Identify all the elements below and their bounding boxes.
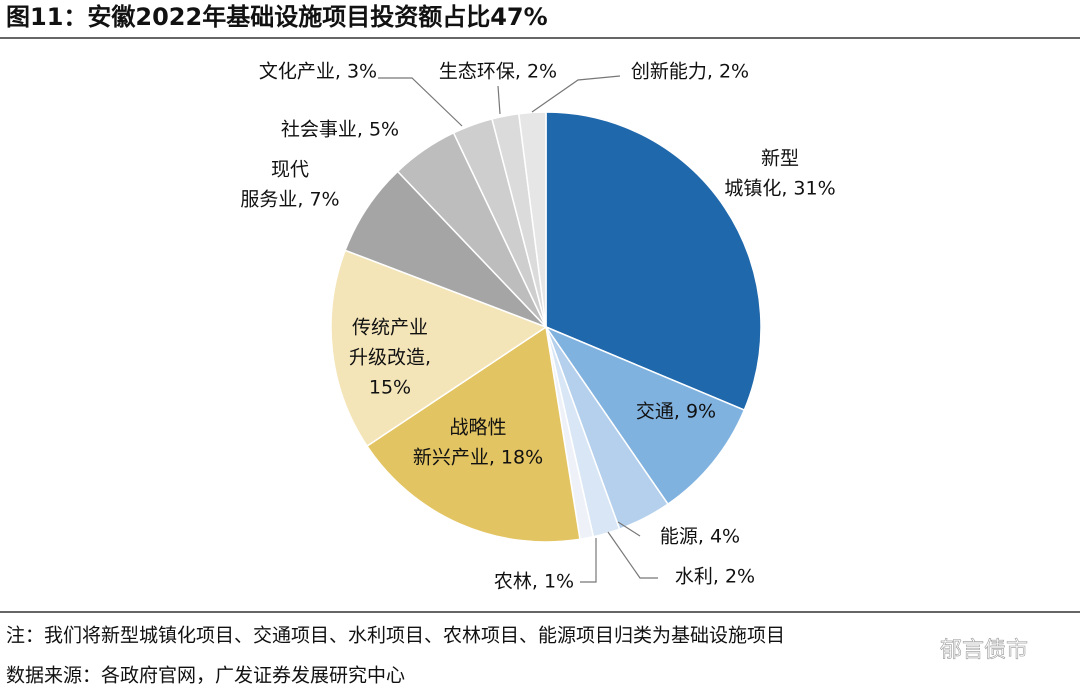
chart-title: 图11：安徽2022年基础设施项目投资额占比47% bbox=[6, 3, 548, 31]
slice-label: 战略性 bbox=[449, 417, 506, 439]
slice-label: 生态环保, 2% bbox=[439, 61, 557, 83]
watermark: 郁言债市 bbox=[940, 638, 1028, 663]
slice-label: 现代 bbox=[271, 159, 309, 181]
slice-label: 新兴产业, 18% bbox=[413, 447, 543, 469]
slice-label: 服务业, 7% bbox=[240, 189, 339, 211]
pie-slice bbox=[330, 249, 548, 448]
slice-label: 新型 bbox=[761, 148, 799, 170]
slice-label: 文化产业, 3% bbox=[259, 61, 377, 83]
leader-line bbox=[607, 531, 658, 579]
pie-slice bbox=[365, 325, 581, 543]
slice-label: 能源, 4% bbox=[660, 526, 740, 548]
leader-line bbox=[580, 538, 597, 583]
source: 数据来源：各政府官网，广发证券发展研究中心 bbox=[6, 665, 405, 687]
slice-label: 传统产业 bbox=[352, 317, 428, 339]
slices bbox=[330, 111, 762, 543]
slice-label: 15% bbox=[369, 377, 411, 399]
leader-line bbox=[617, 521, 641, 537]
slice-label: 交通, 9% bbox=[636, 401, 716, 423]
pie-slice bbox=[543, 325, 746, 506]
pie-slice bbox=[545, 111, 762, 412]
leader-line bbox=[531, 75, 621, 113]
slice-label: 农林, 1% bbox=[494, 571, 574, 593]
slice-label: 水利, 2% bbox=[675, 566, 755, 588]
leader-line bbox=[497, 85, 501, 115]
note: 注：我们将新型城镇化项目、交通项目、水利项目、农林项目、能源项目归类为基础设施项… bbox=[6, 625, 785, 647]
slice-label: 升级改造, bbox=[349, 347, 431, 369]
leader-line bbox=[378, 77, 463, 127]
slice-label: 城镇化, 31% bbox=[724, 178, 835, 200]
slice-label: 社会事业, 5% bbox=[281, 119, 399, 141]
leader-lines bbox=[378, 75, 658, 583]
slice-label: 创新能力, 2% bbox=[631, 61, 749, 83]
